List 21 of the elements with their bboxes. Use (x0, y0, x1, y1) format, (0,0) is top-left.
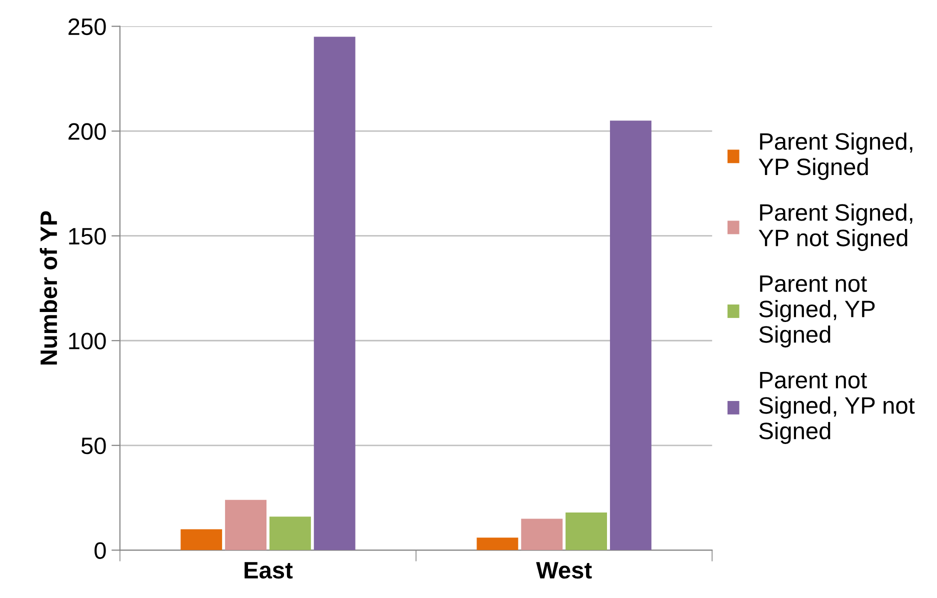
y-tick-label: 50 (81, 437, 106, 454)
bar (476, 538, 518, 550)
bar (566, 512, 608, 550)
y-tick-label: 200 (68, 123, 106, 140)
y-axis-title: Number of YP (40, 211, 58, 365)
legend-label: Parent Signed, YP not Signed (758, 204, 912, 251)
x-tick-label: East (244, 562, 293, 579)
bar (610, 120, 652, 550)
bar (225, 500, 266, 550)
bar (269, 516, 311, 550)
y-tick-label: 0 (94, 542, 106, 559)
legend-label: Parent Signed, YP Signed (758, 132, 912, 180)
bar (180, 529, 222, 550)
y-tick-label: 150 (69, 228, 106, 245)
y-tick-label: 250 (68, 18, 106, 36)
y-tick-label: 100 (69, 332, 106, 350)
bar (314, 36, 356, 550)
legend-label: Parent not Signed, YP Signed (759, 275, 875, 348)
bar (521, 518, 563, 550)
x-tick-label: West (536, 562, 592, 579)
legend-label: Parent not Signed, YP not Signed (759, 372, 915, 444)
